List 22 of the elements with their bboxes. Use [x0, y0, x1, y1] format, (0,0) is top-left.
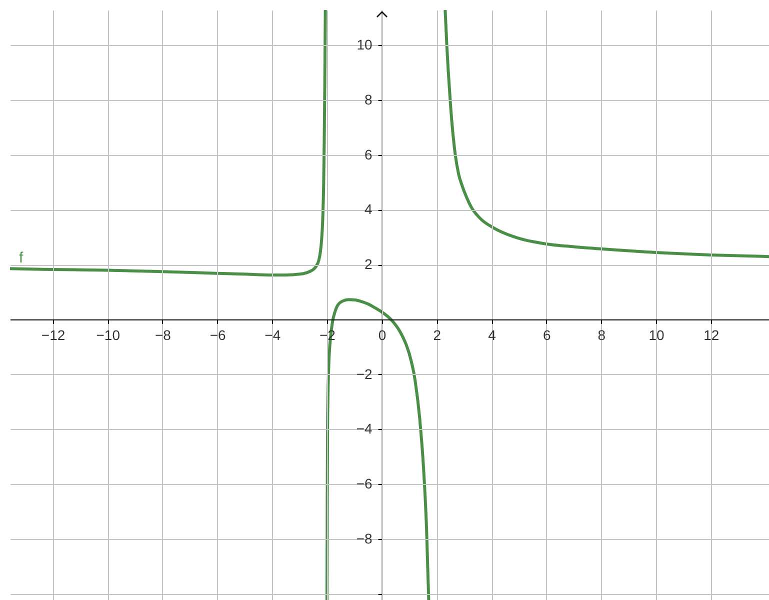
y-tick-label: −6 — [356, 475, 373, 492]
x-tick-label: −6 — [210, 326, 226, 343]
y-tick-label: 8 — [364, 91, 373, 108]
x-tick-label: 2 — [433, 326, 442, 343]
y-tick-label: 2 — [364, 256, 373, 272]
x-tick-label: −4 — [264, 326, 281, 343]
x-tick-label: 8 — [598, 326, 606, 343]
y-tick-label: 10 — [356, 36, 373, 53]
x-tick-label: −10 — [96, 326, 120, 343]
y-tick-label: 4 — [364, 201, 373, 218]
x-tick-label: 0 — [378, 326, 386, 343]
series-label: f — [19, 250, 24, 267]
y-tick-label: −8 — [356, 530, 373, 546]
x-tick-label: 10 — [648, 326, 665, 343]
x-tick-label: −8 — [154, 326, 172, 343]
x-tick-label: 4 — [488, 326, 496, 343]
x-tick-label: 12 — [704, 326, 720, 343]
x-tick-label: −12 — [41, 326, 66, 343]
y-tick-label: −2 — [356, 366, 373, 382]
y-tick-label: −4 — [356, 420, 373, 437]
x-tick-label: 6 — [542, 326, 551, 343]
y-tick-label: 6 — [364, 146, 373, 162]
